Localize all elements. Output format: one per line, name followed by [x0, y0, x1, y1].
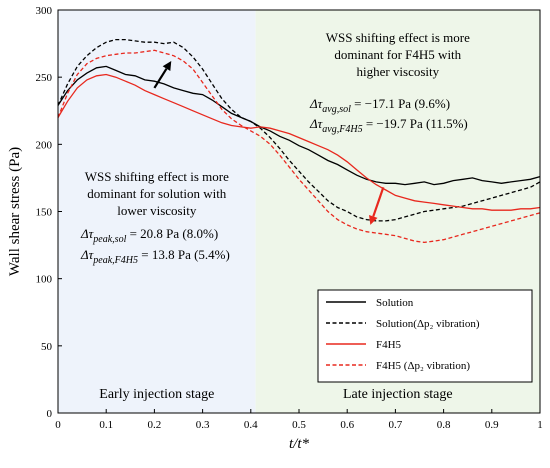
early-annotation-line: dominant for solution with: [87, 186, 227, 201]
y-tick-label: 300: [36, 5, 53, 17]
x-tick-label: 1: [537, 419, 543, 431]
x-tick-label: 0.8: [437, 419, 451, 431]
shift-arrow-head-1: [162, 61, 172, 72]
late-avg-sol-equation: Δτavg,sol = −17.1 Pa (9.6%): [309, 96, 450, 115]
late-annotation-line: dominant for F4H5 with: [334, 47, 461, 62]
legend-entry-3: F4H5: [376, 339, 402, 351]
y-tick-label: 100: [36, 274, 53, 286]
series-line-2: [57, 38, 541, 222]
y-axis-title: Wall shear stress (Pa): [7, 147, 23, 276]
y-tick-label: 150: [36, 207, 53, 219]
shift-arrow-shaft-1: [153, 68, 168, 89]
early-stage-label: Early injection stage: [99, 387, 214, 402]
x-tick-label: 0: [55, 419, 61, 431]
early-peak-f4h5-equation: Δτpeak,F4H5 = 13.8 Pa (5.4%): [80, 247, 230, 266]
axes: 0 0.1 0.2 0.3 0.4 0.5 0.6 0.7 0.8 0.9 1 0 50 100 150 20…: [7, 5, 543, 452]
legend-entry-2: Solution(Δp₂ vibration): [376, 318, 480, 330]
legend-entry-1: Solution: [376, 297, 414, 309]
x-axis-title: t/t*: [289, 436, 310, 452]
series-line-1: [57, 65, 541, 186]
late-avg-f4h5-equation: Δτavg,F4H5 = −19.7 Pa (11.5%): [309, 116, 468, 135]
x-tick-label: 0.4: [244, 419, 258, 431]
legend-entry-4: F4H5 (Δp₂ vibration): [376, 360, 470, 372]
series-line-3: [57, 73, 541, 211]
y-tick-label: 200: [36, 139, 53, 151]
stage-regions: [58, 10, 540, 413]
shift-arrow-shaft-2: [372, 186, 385, 217]
series-lines: [57, 38, 541, 244]
stage-region-1: [58, 10, 256, 413]
x-tick-label: 0.6: [340, 419, 354, 431]
shift-arrows: [153, 61, 385, 225]
shift-arrow-head-2: [369, 214, 378, 225]
x-tick-label: 0.9: [485, 419, 499, 431]
late-stage-label: Late injection stage: [343, 387, 453, 402]
x-tick-label: 0.2: [148, 419, 162, 431]
x-tick-label: 0.3: [196, 419, 210, 431]
y-tick-label: 50: [41, 341, 53, 353]
legend: Solution Solution(Δp₂ vibration) F4H5 F4H5 …: [317, 289, 533, 383]
y-tick-label: 250: [36, 72, 53, 84]
early-annotation-line: WSS shifting effect is more: [85, 169, 229, 184]
x-tick-label: 0.1: [99, 419, 113, 431]
legend-box: [317, 289, 533, 383]
early-peak-sol-equation: Δτpeak,sol = 20.8 Pa (8.0%): [80, 226, 218, 245]
x-tick-label: 0.5: [292, 419, 306, 431]
late-annotation-line: higher viscosity: [356, 64, 439, 79]
annotations: WSS shifting effect is more dominant for …: [80, 30, 470, 402]
late-annotation-line: WSS shifting effect is more: [326, 30, 470, 45]
y-tick-label: 0: [47, 408, 53, 420]
x-tick-label: 0.7: [389, 419, 403, 431]
early-annotation-line: lower viscosity: [117, 203, 197, 218]
